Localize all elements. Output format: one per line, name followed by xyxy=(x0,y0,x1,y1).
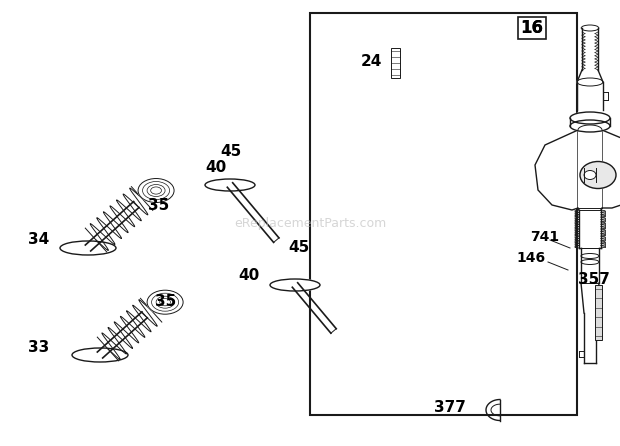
Bar xyxy=(391,48,399,78)
Ellipse shape xyxy=(270,279,320,291)
Ellipse shape xyxy=(577,78,603,86)
Ellipse shape xyxy=(581,25,599,31)
Text: 357: 357 xyxy=(578,273,610,288)
Bar xyxy=(595,285,601,340)
Ellipse shape xyxy=(570,112,610,124)
Bar xyxy=(518,17,546,39)
Polygon shape xyxy=(578,130,602,208)
Ellipse shape xyxy=(580,161,616,189)
Ellipse shape xyxy=(570,120,610,132)
Ellipse shape xyxy=(60,241,116,255)
Ellipse shape xyxy=(584,170,596,179)
Text: 16: 16 xyxy=(521,19,544,37)
Polygon shape xyxy=(602,130,620,208)
Text: 24: 24 xyxy=(361,54,382,70)
Text: eReplacementParts.com: eReplacementParts.com xyxy=(234,216,386,230)
Text: 40: 40 xyxy=(238,268,259,282)
Ellipse shape xyxy=(581,260,599,264)
Text: 16: 16 xyxy=(521,19,544,37)
Text: 33: 33 xyxy=(28,340,49,355)
Text: 741: 741 xyxy=(530,230,559,244)
Ellipse shape xyxy=(205,179,255,191)
Ellipse shape xyxy=(581,253,599,259)
Ellipse shape xyxy=(138,178,174,202)
Text: 35: 35 xyxy=(155,294,176,310)
Ellipse shape xyxy=(147,290,183,314)
Text: 377: 377 xyxy=(434,401,466,416)
Bar xyxy=(310,13,577,415)
Text: 40: 40 xyxy=(205,161,226,175)
Polygon shape xyxy=(535,130,578,210)
Text: 146: 146 xyxy=(516,251,545,265)
Text: 35: 35 xyxy=(148,198,169,212)
Text: 45: 45 xyxy=(220,145,241,160)
Text: 34: 34 xyxy=(28,232,49,248)
Text: 45: 45 xyxy=(288,240,309,256)
Ellipse shape xyxy=(72,348,128,362)
